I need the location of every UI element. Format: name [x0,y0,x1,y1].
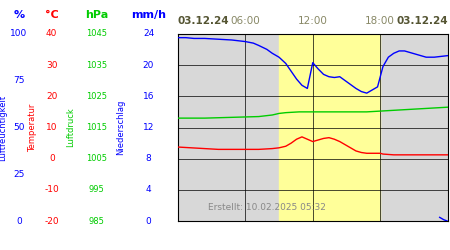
Text: 100: 100 [10,29,27,38]
Text: hPa: hPa [85,10,108,20]
Text: 30: 30 [46,60,58,70]
Text: 75: 75 [13,76,25,85]
Text: 1045: 1045 [86,29,107,38]
Text: 1035: 1035 [86,60,107,70]
Text: -10: -10 [45,186,59,194]
Text: Luftdruck: Luftdruck [67,108,76,147]
Text: 4: 4 [146,186,151,194]
Text: 1005: 1005 [86,154,107,163]
Text: 995: 995 [89,186,104,194]
Text: 1025: 1025 [86,92,107,101]
Text: 03.12.24: 03.12.24 [396,16,448,26]
Text: °C: °C [45,10,58,20]
Bar [279,34,380,221]
Text: 20: 20 [143,60,154,70]
Text: 0: 0 [146,217,151,226]
Text: 24: 24 [143,29,154,38]
Text: Temperatur: Temperatur [28,103,37,152]
Text: Luftfeuchtigkeit: Luftfeuchtigkeit [0,94,7,160]
Text: 03.12.24: 03.12.24 [178,16,230,26]
Text: 0: 0 [16,217,22,226]
Text: 12:00: 12:00 [298,16,328,26]
Text: 12: 12 [143,123,154,132]
Text: 16: 16 [143,92,154,101]
Text: -20: -20 [45,217,59,226]
Text: 20: 20 [46,92,58,101]
Text: Niederschlag: Niederschlag [116,100,125,155]
Text: %: % [14,10,24,20]
Text: 985: 985 [89,217,105,226]
Text: 25: 25 [13,170,25,179]
Text: 8: 8 [146,154,151,163]
Text: Erstellt: 10.02.2025 05:32: Erstellt: 10.02.2025 05:32 [208,203,326,212]
Text: 1015: 1015 [86,123,107,132]
Text: 18:00: 18:00 [365,16,395,26]
Text: 50: 50 [13,123,25,132]
Text: 0: 0 [49,154,54,163]
Text: 10: 10 [46,123,58,132]
Text: mm/h: mm/h [131,10,166,20]
Text: 40: 40 [46,29,58,38]
Text: 06:00: 06:00 [230,16,260,26]
